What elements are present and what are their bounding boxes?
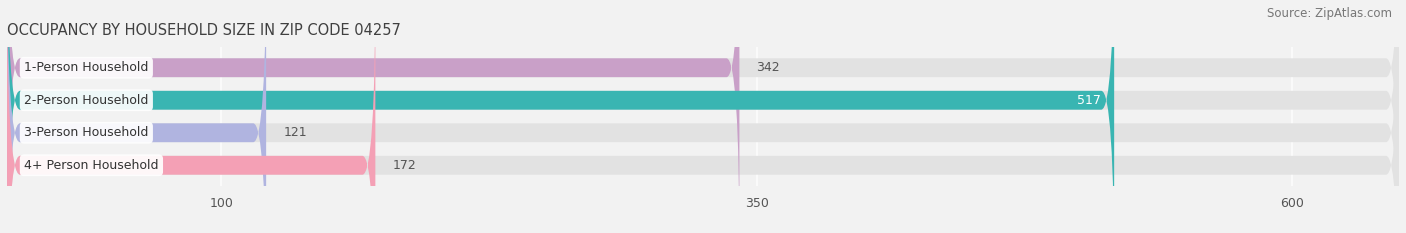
FancyBboxPatch shape xyxy=(7,0,740,233)
Text: 3-Person Household: 3-Person Household xyxy=(24,126,149,139)
FancyBboxPatch shape xyxy=(7,0,1399,233)
Text: 517: 517 xyxy=(1077,94,1101,107)
FancyBboxPatch shape xyxy=(7,0,1399,233)
Text: 172: 172 xyxy=(392,159,416,172)
FancyBboxPatch shape xyxy=(7,0,1399,233)
Text: 2-Person Household: 2-Person Household xyxy=(24,94,149,107)
Text: 342: 342 xyxy=(756,61,780,74)
Text: 121: 121 xyxy=(283,126,307,139)
FancyBboxPatch shape xyxy=(7,0,1114,233)
Text: Source: ZipAtlas.com: Source: ZipAtlas.com xyxy=(1267,7,1392,20)
Text: 1-Person Household: 1-Person Household xyxy=(24,61,149,74)
FancyBboxPatch shape xyxy=(7,0,266,233)
FancyBboxPatch shape xyxy=(7,0,1399,233)
FancyBboxPatch shape xyxy=(7,0,375,233)
Text: OCCUPANCY BY HOUSEHOLD SIZE IN ZIP CODE 04257: OCCUPANCY BY HOUSEHOLD SIZE IN ZIP CODE … xyxy=(7,24,401,38)
Text: 4+ Person Household: 4+ Person Household xyxy=(24,159,159,172)
